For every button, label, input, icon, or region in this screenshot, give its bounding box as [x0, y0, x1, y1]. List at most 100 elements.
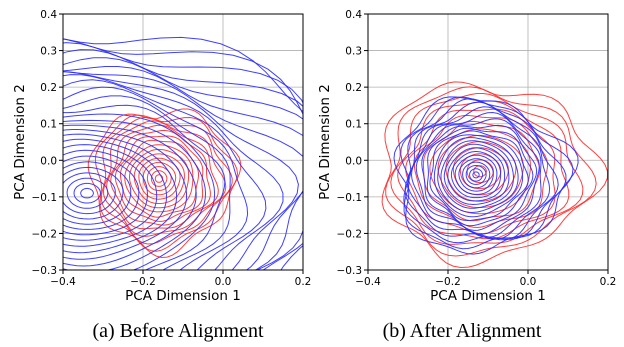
axis-ticks: −0.4 −0.2 0.0 0.2 −0.3 −0.2 −0.1 0.0 0.1 0.2 0.3 0.… — [337, 9, 617, 288]
contour-line — [458, 158, 494, 192]
y-tick-label: −0.2 — [32, 228, 58, 240]
contour-line — [404, 101, 559, 241]
y-tick-label: 0.2 — [345, 82, 362, 94]
x-tick-label: −0.2 — [130, 276, 156, 288]
y-tick-label: 0.4 — [345, 9, 362, 21]
x-tick-label: −0.4 — [50, 276, 76, 288]
contour-line — [63, 71, 303, 270]
contour-line — [385, 86, 597, 257]
x-tick-label: 0.0 — [520, 276, 537, 288]
contour-line — [128, 148, 190, 209]
contour-line — [94, 114, 239, 252]
y-tick-label: 0.2 — [40, 82, 57, 94]
contour-line — [403, 98, 567, 244]
y-axis-label: PCA Dimension 2 — [317, 84, 333, 200]
contour-line — [429, 130, 529, 222]
panel-after-alignment: −0.4 −0.2 0.0 0.2 −0.3 −0.2 −0.1 0.0 0.1 0.2 0.3 0.… — [317, 9, 616, 304]
contour-line — [410, 111, 542, 238]
contour-line — [454, 154, 498, 195]
contour-line — [426, 127, 534, 227]
contour-line — [63, 42, 303, 270]
contour-line — [63, 149, 148, 236]
contour-line — [447, 147, 506, 202]
contour-line — [63, 161, 132, 225]
contour-line — [433, 134, 524, 218]
contour-line — [437, 137, 519, 214]
x-axis-label: PCA Dimension 1 — [430, 288, 546, 304]
contour-line — [472, 171, 480, 179]
caption-before-alignment: (a) Before Alignment — [92, 320, 263, 342]
x-tick-label: −0.4 — [355, 276, 381, 288]
contour-line — [63, 155, 140, 230]
axes-frame — [367, 13, 609, 271]
contour-line — [393, 96, 579, 255]
contour-line — [415, 118, 540, 235]
contour-line — [459, 153, 502, 190]
contour-line — [63, 49, 303, 270]
contour-line — [80, 187, 94, 199]
x-tick-label: 0.0 — [215, 276, 232, 288]
contour-line — [63, 86, 249, 270]
contour-line — [429, 128, 532, 215]
y-axis-label: PCA Dimension 2 — [12, 84, 28, 200]
contour-line — [63, 133, 178, 254]
contour-line — [138, 157, 181, 200]
caption-after-alignment: (b) After Alignment — [383, 320, 542, 342]
contour-line — [440, 140, 515, 209]
contour-line — [469, 168, 484, 182]
y-tick-label: −0.1 — [337, 192, 363, 204]
contour-line — [473, 165, 487, 178]
contour-line — [450, 151, 502, 199]
contour-line — [465, 165, 487, 185]
axes-frame — [62, 13, 304, 271]
axis-ticks: −0.4 −0.2 0.0 0.2 −0.3 −0.2 −0.1 0.0 0.1 0.2 0.3 0.… — [32, 9, 312, 288]
contour-line — [63, 74, 284, 270]
y-tick-label: 0.3 — [40, 46, 57, 58]
x-tick-label: −0.2 — [435, 276, 461, 288]
y-tick-label: 0.4 — [40, 9, 57, 21]
contour-line — [63, 57, 303, 270]
contour-line — [63, 36, 303, 113]
contour-line — [124, 144, 194, 213]
contour-line — [445, 141, 517, 202]
x-tick-label: 0.2 — [295, 276, 312, 288]
contour-line — [154, 174, 164, 183]
contour-line — [150, 170, 168, 187]
contour-line — [421, 124, 538, 231]
contour-line — [63, 138, 168, 247]
contour-line — [63, 79, 267, 270]
contour-line — [63, 95, 231, 270]
contour-line — [407, 106, 551, 240]
y-tick-label: 0.0 — [40, 155, 57, 167]
x-tick-label: 0.2 — [600, 276, 617, 288]
y-tick-label: 0.1 — [40, 119, 57, 131]
contour-line — [73, 182, 101, 204]
contour-line — [422, 120, 540, 222]
contour-line — [100, 117, 233, 245]
contour-line — [63, 38, 303, 116]
y-tick-label: −0.2 — [337, 228, 363, 240]
panel-before-alignment: −0.4 −0.2 0.0 0.2 −0.3 −0.2 −0.1 0.0 0.1 0.2 0.3 0.… — [12, 9, 312, 304]
contour-line — [63, 129, 187, 260]
contour-line — [63, 71, 299, 270]
x-axis-label: PCA Dimension 1 — [125, 288, 241, 304]
y-tick-label: −0.3 — [32, 265, 58, 277]
contour-line — [146, 165, 172, 191]
contour-plot — [63, 36, 303, 270]
contour-line — [63, 144, 158, 241]
contour-line — [462, 161, 491, 189]
y-tick-label: −0.1 — [32, 192, 58, 204]
contour-line — [63, 166, 124, 220]
contour-line — [63, 113, 216, 270]
contour-line — [405, 108, 556, 235]
contour-line — [63, 172, 116, 215]
contour-line — [114, 135, 204, 222]
contour-line — [443, 143, 510, 206]
contour-line — [63, 66, 303, 270]
contour-plot — [381, 81, 608, 269]
y-tick-label: 0.0 — [345, 155, 362, 167]
contour-line — [390, 93, 584, 245]
contour-line — [400, 96, 574, 250]
contour-line — [63, 104, 226, 270]
